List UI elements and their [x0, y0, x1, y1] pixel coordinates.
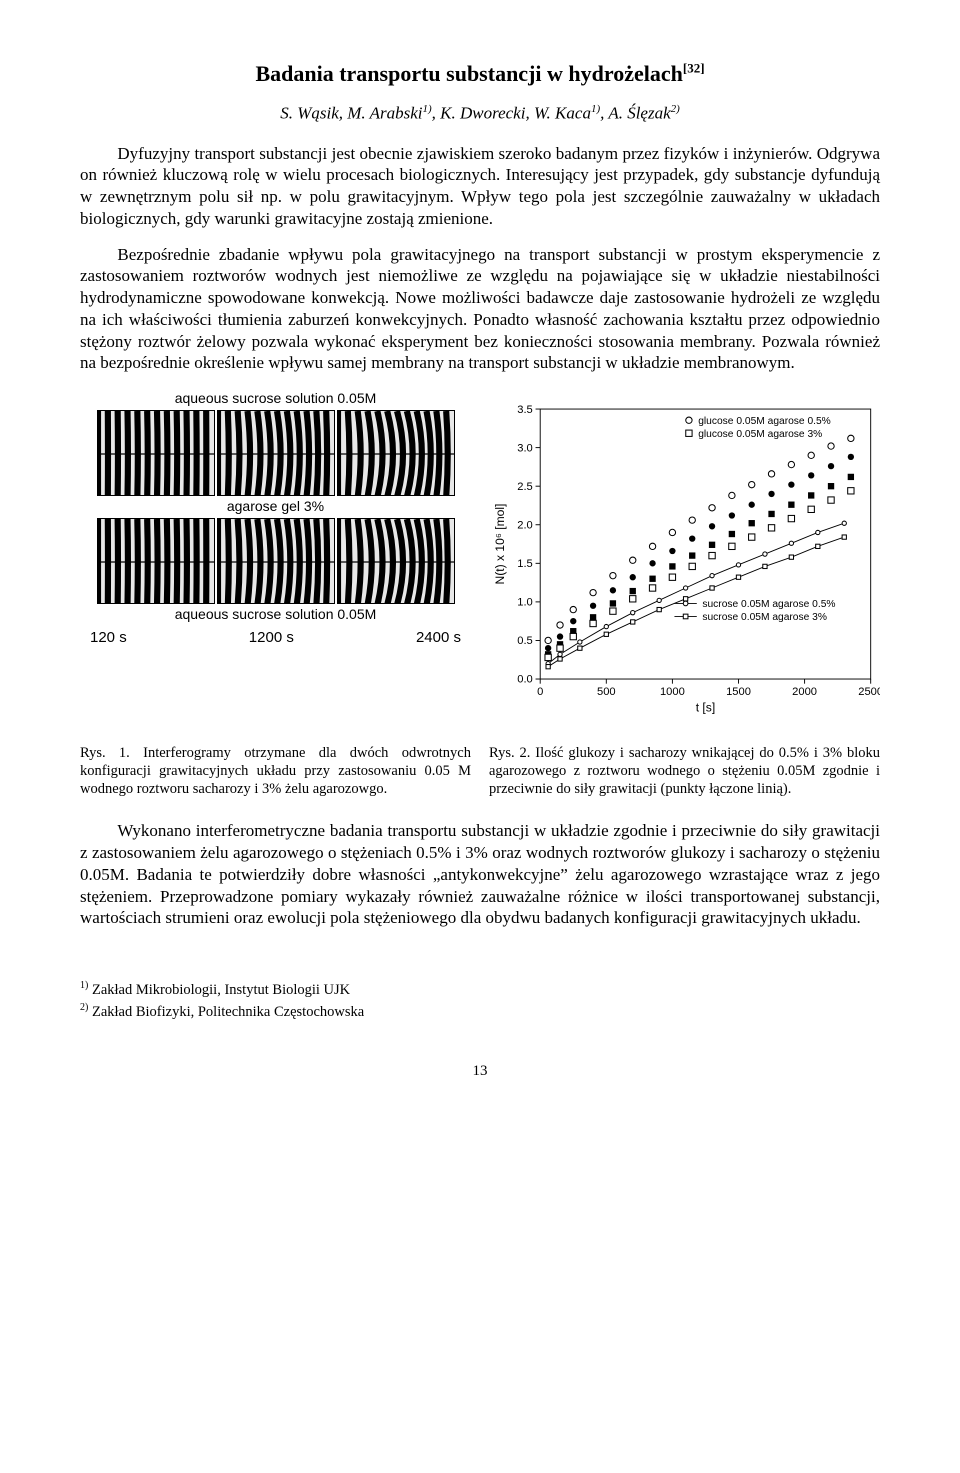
title-text: Badania transportu substancji w hydrożel…	[255, 61, 682, 86]
footnotes: 1) Zakład Mikrobiologii, Instytut Biolog…	[80, 979, 880, 1022]
svg-text:sucrose 0.05M agarose 3%: sucrose 0.05M agarose 3%	[702, 612, 827, 623]
svg-text:2500: 2500	[858, 686, 880, 698]
interferogram-cell	[97, 518, 215, 604]
interferogram-cell	[217, 410, 335, 496]
interferogram-row-top	[97, 410, 455, 496]
svg-text:2000: 2000	[792, 686, 817, 698]
svg-text:0.0: 0.0	[517, 674, 533, 686]
footnote-1-text: Zakład Mikrobiologii, Instytut Biologii …	[92, 982, 350, 998]
svg-text:0: 0	[537, 686, 543, 698]
svg-text:sucrose 0.05M agarose 0.5%: sucrose 0.05M agarose 0.5%	[702, 599, 835, 610]
svg-text:2.5: 2.5	[517, 481, 533, 493]
interf-label-mid: agarose gel 3%	[227, 498, 324, 516]
figure-2: 0 500 1000 1500 2000 2500 0.0 0.5 1.0 1.5 2.0 2.5 3.…	[489, 388, 880, 728]
interf-label-bot: aqueous sucrose solution 0.05M	[175, 606, 377, 624]
svg-text:1500: 1500	[726, 686, 751, 698]
svg-text:glucose 0.05M agarose 0.5%: glucose 0.05M agarose 0.5%	[698, 416, 831, 427]
paragraph-2: Bezpośrednie zbadanie wpływu pola grawit…	[80, 244, 880, 375]
footnote-1: 1) Zakład Mikrobiologii, Instytut Biolog…	[80, 979, 880, 1000]
svg-text:1.0: 1.0	[517, 597, 533, 609]
interferogram-cell	[337, 410, 455, 496]
time-1: 1200 s	[249, 628, 294, 647]
svg-text:3.5: 3.5	[517, 404, 533, 416]
interferogram-cell	[337, 518, 455, 604]
authors-line: S. Wąsik, M. Arabski1), K. Dworecki, W. …	[80, 102, 880, 124]
page-number: 13	[80, 1062, 880, 1081]
time-0: 120 s	[90, 628, 127, 647]
page-title: Badania transportu substancji w hydrożel…	[80, 60, 880, 88]
interferogram-cell	[217, 518, 335, 604]
svg-text:glucose 0.05M agarose 3%: glucose 0.05M agarose 3%	[698, 429, 822, 440]
svg-text:1000: 1000	[660, 686, 685, 698]
figures-row: aqueous sucrose solution 0.05M agarose g…	[80, 388, 880, 728]
time-2: 2400 s	[416, 628, 461, 647]
interferogram-row-bottom	[97, 518, 455, 604]
paragraph-1: Dyfuzyjny transport substancji jest obec…	[80, 143, 880, 230]
title-ref: [32]	[683, 61, 705, 76]
svg-text:0.5: 0.5	[517, 635, 533, 647]
footnote-2-text: Zakład Biofizyki, Politechnika Częstocho…	[92, 1003, 364, 1019]
interferogram-cell	[97, 410, 215, 496]
interf-label-top: aqueous sucrose solution 0.05M	[175, 390, 377, 408]
captions-row: Rys. 1. Interferogramy otrzymane dla dwó…	[80, 744, 880, 798]
svg-text:t [s]: t [s]	[696, 701, 716, 715]
footnote-2: 2) Zakład Biofizyki, Politechnika Często…	[80, 1001, 880, 1022]
interferogram-times: 120 s 1200 s 2400 s	[80, 626, 471, 647]
svg-text:1.5: 1.5	[517, 558, 533, 570]
svg-text:3.0: 3.0	[517, 442, 533, 454]
paragraph-3: Wykonano interferometryczne badania tran…	[80, 820, 880, 929]
chart-svg: 0 500 1000 1500 2000 2500 0.0 0.5 1.0 1.5 2.0 2.5 3.…	[489, 388, 880, 728]
svg-text:2.0: 2.0	[517, 520, 533, 532]
caption-fig1: Rys. 1. Interferogramy otrzymane dla dwó…	[80, 744, 471, 798]
caption-fig2: Rys. 2. Ilość glukozy i sacharozy wnikaj…	[489, 744, 880, 798]
svg-text:500: 500	[597, 686, 616, 698]
svg-text:N(t) x 10⁶ [mol]: N(t) x 10⁶ [mol]	[493, 504, 507, 585]
figure-1: aqueous sucrose solution 0.05M agarose g…	[80, 388, 471, 728]
